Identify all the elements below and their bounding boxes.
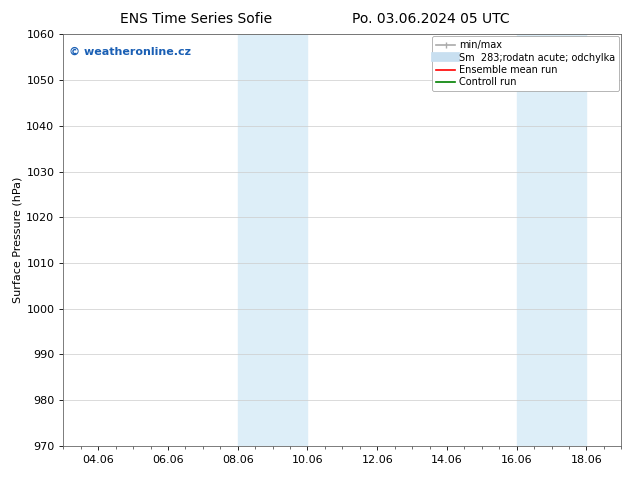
- Text: Po. 03.06.2024 05 UTC: Po. 03.06.2024 05 UTC: [353, 12, 510, 26]
- Y-axis label: Surface Pressure (hPa): Surface Pressure (hPa): [12, 177, 22, 303]
- Bar: [238, 34, 307, 446]
- Text: © weatheronline.cz: © weatheronline.cz: [69, 47, 191, 57]
- Bar: [517, 34, 586, 446]
- Legend: min/max, Sm  283;rodatn acute; odchylka, Ensemble mean run, Controll run: min/max, Sm 283;rodatn acute; odchylka, …: [432, 36, 619, 91]
- Text: ENS Time Series Sofie: ENS Time Series Sofie: [120, 12, 273, 26]
